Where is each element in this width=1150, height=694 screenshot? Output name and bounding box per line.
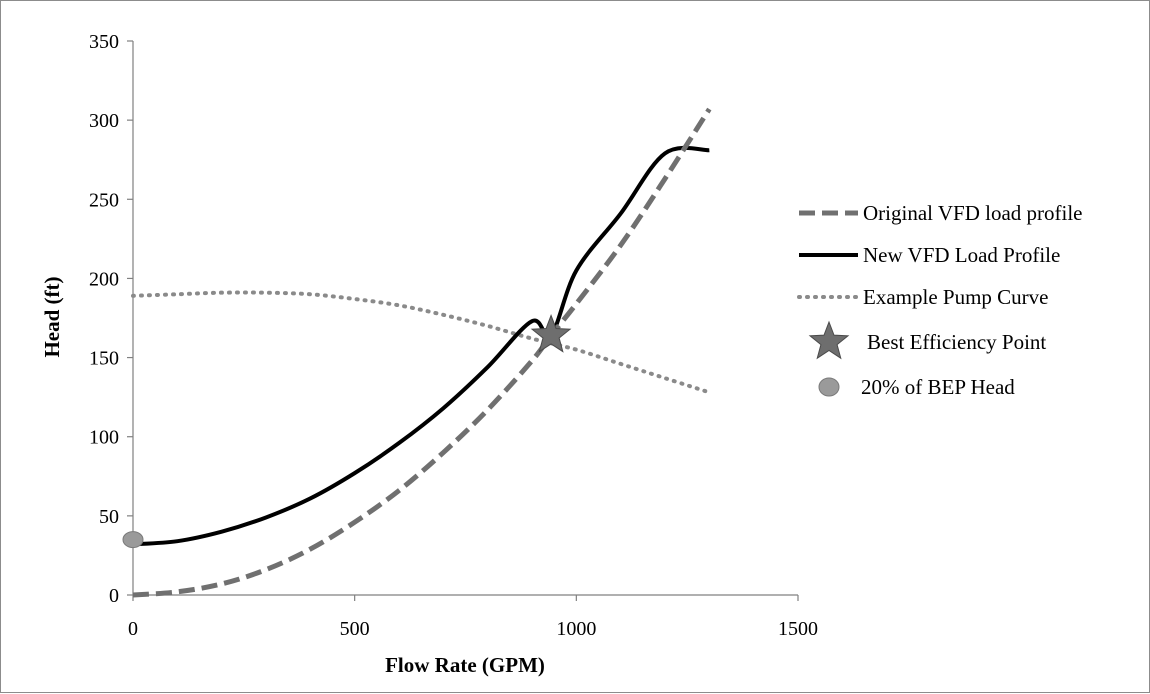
series-line-2 (131, 290, 712, 395)
legend-label: Best Efficiency Point (867, 330, 1046, 354)
y-tick-label: 200 (89, 268, 119, 290)
axes: 0 50 100 150 200 250 300 350 0 500 1000 1500 (89, 31, 818, 640)
y-tick-label: 150 (89, 348, 119, 370)
marker-layer (122, 314, 572, 549)
x-axis-title: Flow Rate (GPM) (385, 653, 545, 677)
series-layer (131, 107, 712, 598)
y-tick-label: 300 (89, 110, 119, 132)
bep-star-marker (530, 314, 572, 353)
y-axis-title: Head (ft) (40, 276, 64, 357)
y-tick-label: 50 (99, 506, 119, 528)
x-tick-label: 0 (128, 618, 138, 640)
legend-star-icon (808, 320, 850, 360)
legend-label: 20% of BEP Head (861, 375, 1015, 399)
x-tick-label: 1000 (556, 618, 596, 640)
bep-head-circle-marker (122, 531, 144, 549)
y-tick-label: 350 (89, 31, 119, 53)
legend-circle-icon (818, 377, 840, 397)
legend: Original VFD load profile New VFD Load Pr… (797, 201, 1083, 399)
x-tick-label: 1500 (778, 618, 818, 640)
series-line-0 (132, 107, 712, 598)
x-tick-label: 500 (340, 618, 370, 640)
y-tick-label: 0 (109, 585, 119, 607)
series-line-1 (132, 145, 710, 547)
y-tick-label: 100 (89, 427, 119, 449)
legend-label: Original VFD load profile (863, 201, 1083, 225)
y-tick-label: 250 (89, 189, 119, 211)
legend-label: Example Pump Curve (863, 285, 1048, 309)
legend-label: New VFD Load Profile (863, 243, 1060, 267)
